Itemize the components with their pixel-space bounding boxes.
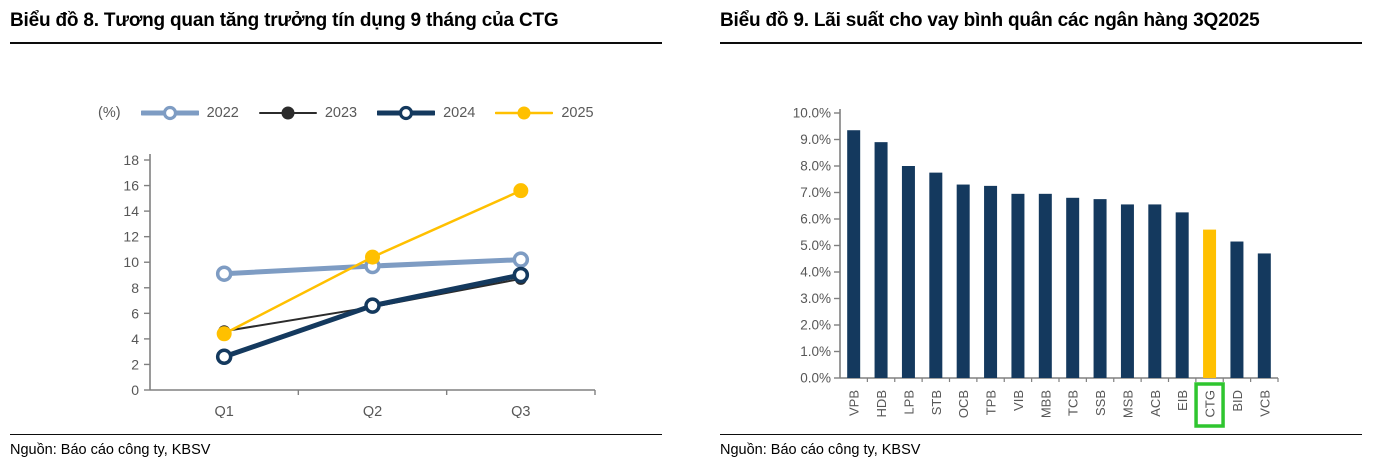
- svg-text:2.0%: 2.0%: [800, 318, 831, 333]
- svg-text:SSB: SSB: [1093, 390, 1108, 416]
- legend-item-2023: 2023: [258, 105, 358, 121]
- svg-text:CTG: CTG: [1203, 390, 1218, 417]
- lending-rate-chart-panel: Biểu đồ 9. Lãi suất cho vay bình quân cá…: [720, 0, 1362, 472]
- legend-marker-2023-icon: [258, 106, 317, 120]
- svg-text:BID: BID: [1230, 390, 1245, 412]
- svg-text:8.0%: 8.0%: [800, 159, 831, 174]
- svg-text:VIB: VIB: [1011, 390, 1026, 411]
- svg-text:4: 4: [131, 331, 139, 347]
- line-chart-canvas: 0 2 4 6 8 10 12 14 16 18 Q1 Q2 Q3: [123, 152, 596, 418]
- svg-text:5.0%: 5.0%: [800, 238, 831, 253]
- svg-text:18: 18: [123, 152, 139, 168]
- svg-text:STB: STB: [929, 390, 944, 415]
- legend-marker-2024-icon: [377, 105, 436, 121]
- chart-title: Biểu đồ 8. Tương quan tăng trưởng tín dụ…: [10, 10, 662, 44]
- source-note: Nguồn: Báo cáo công ty, KBSV: [10, 434, 662, 458]
- svg-text:LPB: LPB: [901, 390, 916, 415]
- legend-item-2022: 2022: [140, 105, 239, 121]
- svg-text:VPB: VPB: [847, 390, 862, 416]
- svg-text:Q1: Q1: [214, 404, 233, 418]
- svg-text:2: 2: [131, 356, 139, 372]
- svg-text:VCB: VCB: [1257, 390, 1272, 417]
- credit-growth-chart-panel: Biểu đồ 8. Tương quan tăng trưởng tín dụ…: [10, 0, 662, 472]
- svg-text:7.0%: 7.0%: [800, 185, 831, 200]
- svg-text:MBB: MBB: [1038, 390, 1053, 418]
- svg-text:9.0%: 9.0%: [800, 132, 831, 147]
- source-note: Nguồn: Báo cáo công ty, KBSV: [720, 434, 1362, 458]
- legend-item-2025: 2025: [495, 105, 594, 121]
- svg-text:10.0%: 10.0%: [793, 106, 831, 121]
- svg-text:3.0%: 3.0%: [800, 291, 831, 306]
- svg-text:6.0%: 6.0%: [800, 212, 831, 227]
- svg-text:14: 14: [123, 203, 139, 219]
- svg-text:TPB: TPB: [984, 390, 999, 415]
- svg-text:0: 0: [131, 382, 139, 398]
- legend-label: 2022: [206, 105, 239, 121]
- bar-chart-canvas: 0.0% 1.0% 2.0% 3.0% 4.0% 5.0% 6.0% 7.0% 8.0% 9.0%…: [793, 106, 1279, 428]
- y-axis-unit-label: (%): [98, 105, 121, 121]
- svg-text:HDB: HDB: [874, 390, 889, 417]
- svg-text:OCB: OCB: [956, 390, 971, 418]
- legend-label: 2023: [324, 105, 358, 121]
- legend-marker-2022-icon: [140, 105, 199, 121]
- svg-text:Q2: Q2: [363, 404, 382, 418]
- svg-text:12: 12: [123, 229, 139, 245]
- svg-text:6: 6: [131, 305, 139, 321]
- legend-label: 2025: [561, 105, 594, 121]
- svg-text:ACB: ACB: [1148, 390, 1163, 417]
- legend-item-2024: 2024: [377, 105, 475, 121]
- svg-text:1.0%: 1.0%: [800, 344, 831, 359]
- svg-text:EIB: EIB: [1175, 390, 1190, 411]
- chart-title: Biểu đồ 9. Lãi suất cho vay bình quân cá…: [720, 10, 1362, 44]
- svg-text:10: 10: [123, 254, 139, 270]
- svg-text:TCB: TCB: [1066, 390, 1081, 416]
- svg-text:8: 8: [131, 280, 139, 296]
- legend-marker-2025-icon: [495, 106, 554, 120]
- svg-text:MSB: MSB: [1120, 390, 1135, 418]
- svg-text:Q3: Q3: [511, 404, 530, 418]
- svg-text:4.0%: 4.0%: [800, 265, 831, 280]
- chart-legend: (%) 2022 2023 2024 2025: [98, 105, 594, 121]
- legend-label: 2024: [443, 105, 476, 121]
- svg-text:0.0%: 0.0%: [800, 371, 831, 386]
- svg-text:16: 16: [123, 178, 139, 194]
